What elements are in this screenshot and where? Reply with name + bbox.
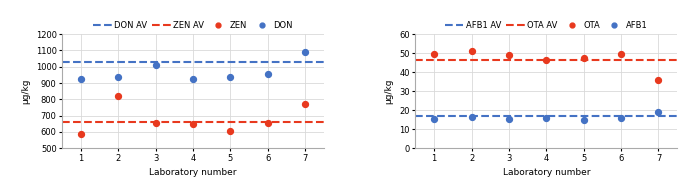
Y-axis label: μg/kg: μg/kg bbox=[385, 78, 394, 104]
Point bbox=[300, 103, 311, 106]
Point bbox=[653, 78, 664, 81]
Point bbox=[504, 54, 515, 57]
Point bbox=[150, 121, 161, 124]
Point bbox=[225, 75, 236, 78]
Point bbox=[113, 75, 124, 78]
Point bbox=[428, 53, 439, 56]
Point bbox=[504, 117, 515, 120]
Point bbox=[225, 129, 236, 132]
Y-axis label: μg/kg: μg/kg bbox=[21, 78, 30, 104]
Point bbox=[466, 115, 477, 118]
Point bbox=[541, 58, 552, 61]
X-axis label: Laboratory number: Laboratory number bbox=[149, 168, 237, 177]
Point bbox=[150, 64, 161, 67]
Point bbox=[616, 53, 627, 56]
Point bbox=[541, 116, 552, 119]
Point bbox=[75, 78, 86, 81]
Point bbox=[578, 118, 589, 121]
X-axis label: Laboratory number: Laboratory number bbox=[502, 168, 590, 177]
Point bbox=[616, 116, 627, 119]
Point bbox=[75, 132, 86, 135]
Point bbox=[263, 121, 274, 124]
Point bbox=[428, 117, 439, 120]
Point bbox=[187, 123, 198, 126]
Point bbox=[466, 50, 477, 53]
Point bbox=[187, 78, 198, 81]
Point bbox=[263, 73, 274, 76]
Legend: DON AV, ZEN AV, ZEN, DON: DON AV, ZEN AV, ZEN, DON bbox=[93, 21, 293, 30]
Point bbox=[578, 56, 589, 59]
Point bbox=[113, 95, 124, 98]
Legend: AFB1 AV, OTA AV, OTA, AFB1: AFB1 AV, OTA AV, OTA, AFB1 bbox=[445, 21, 647, 30]
Point bbox=[300, 51, 311, 54]
Point bbox=[653, 111, 664, 114]
